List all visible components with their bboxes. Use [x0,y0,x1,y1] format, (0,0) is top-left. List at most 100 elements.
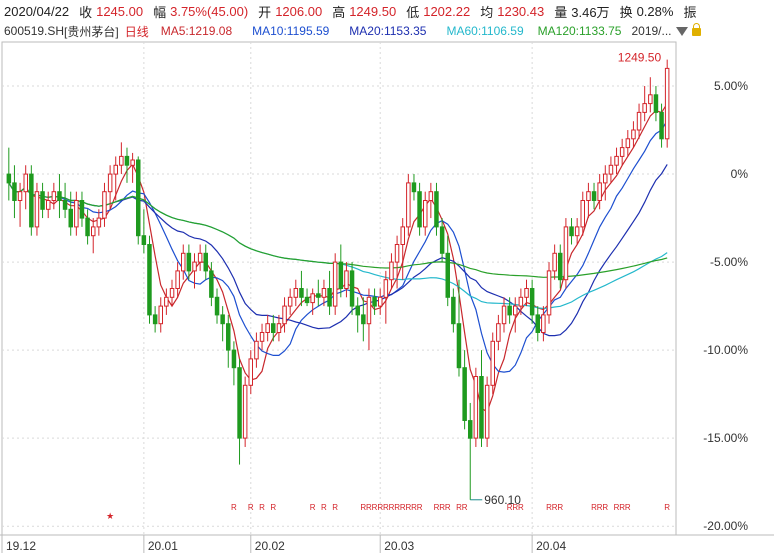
close-value: 1245.00 [96,3,144,19]
candle-body [271,323,276,334]
candle-body [338,261,344,290]
symbol-name: [贵州茅台] [64,24,119,39]
candle-body [226,323,231,351]
r-marker: R [546,503,552,512]
ma60-value[interactable]: MA60:1106.59 [446,24,524,38]
candle-body [400,226,405,245]
close-label: 收 [79,4,93,20]
r-marker: R [456,503,462,512]
candle-body [186,252,192,272]
candle-body [169,288,175,298]
r-marker: R [366,503,372,512]
y-tick-label: -5.00% [710,255,748,269]
period-label[interactable]: 日线 [124,24,149,39]
r-marker: R [557,503,563,512]
candle-body [451,296,456,325]
candle-body [175,270,180,289]
r-marker: R [614,503,620,512]
candle-body [563,226,569,281]
candle-body [344,270,349,289]
candle-body [434,191,439,228]
candle-body [248,358,253,386]
candle-body [46,200,51,210]
y-tick-label: 5.00% [714,79,748,93]
candle-body [265,323,270,334]
candle-body [220,314,225,325]
candle-body [417,191,422,228]
candle-body [293,288,299,298]
r-marker: R [591,503,597,512]
candle-body [152,314,158,325]
candle-body [546,270,552,316]
candle-body [580,200,585,228]
candle-body [203,252,208,272]
change-label: 幅 [153,4,167,20]
candle-body [541,314,546,333]
open-label: 开 [258,4,272,20]
r-marker: R [434,503,440,512]
high-label: 高 [332,4,346,20]
ma5-value[interactable]: MA5:1219.08 [160,24,233,38]
r-marker: R [383,503,389,512]
candle-body [321,288,327,298]
r-marker: R [518,503,524,512]
candle-body [518,296,524,307]
candle-body [23,173,28,193]
ma20-value[interactable]: MA20:1153.35 [349,24,427,38]
candle-body [490,340,495,386]
y-tick-label: -10.00% [703,343,748,357]
r-marker: R [321,503,327,512]
candle-body [636,111,642,131]
candle-body [349,270,355,307]
r-marker: R [405,503,411,512]
candle-body [513,305,518,316]
indicator-bar: 600519.SH [贵州茅台] 日线 MA5:1219.08 MA10:119… [0,22,774,40]
candle-body [107,173,113,193]
candle-body [68,208,73,228]
range-selector[interactable]: 2019/... [631,24,672,38]
candle-body [574,226,580,237]
candle-body [355,305,360,316]
candle-body [299,288,304,298]
ma120-line [8,182,668,278]
candle-body [479,376,484,439]
turnover-value: 0.28% [636,3,674,19]
candle-body [12,182,17,201]
candle-body [79,200,85,219]
lock-icon[interactable] [691,23,701,36]
candle-body [361,314,366,325]
candle-body [439,226,445,254]
candle-body [569,226,574,237]
candle-body [535,314,540,333]
r-marker: R [417,503,423,512]
candle-body [456,323,462,369]
r-marker: R [602,503,608,512]
candle-body [29,173,34,228]
candle-body [496,323,501,342]
candle-body [389,261,394,281]
low-annotation: 960.10 [484,493,521,507]
change-value: 3.75%(45.00) [170,3,249,19]
candle-body [254,340,259,360]
candle-body [378,296,383,307]
candle-body [411,182,417,193]
r-marker: R [597,503,603,512]
r-marker: R [270,503,276,512]
high-value: 1249.50 [349,3,397,19]
candle-body [214,296,220,316]
r-marker: R [389,503,395,512]
chevron-down-icon[interactable] [675,26,688,36]
candle-body [394,244,400,263]
y-tick-label: -20.00% [703,519,748,533]
candle-body [231,349,237,369]
x-tick-label: 19.12 [6,539,36,553]
r-marker: R [310,503,316,512]
ma10-value[interactable]: MA10:1195.59 [252,24,330,38]
quote-bar: 2020/04/22 收 1245.00 幅 3.75%(45.00) 开 12… [0,0,774,22]
r-marker: R [445,503,451,512]
candle-body [501,305,507,325]
candle-body [164,296,169,307]
ma120-value[interactable]: MA120:1133.75 [537,24,622,38]
candle-body [366,296,372,325]
